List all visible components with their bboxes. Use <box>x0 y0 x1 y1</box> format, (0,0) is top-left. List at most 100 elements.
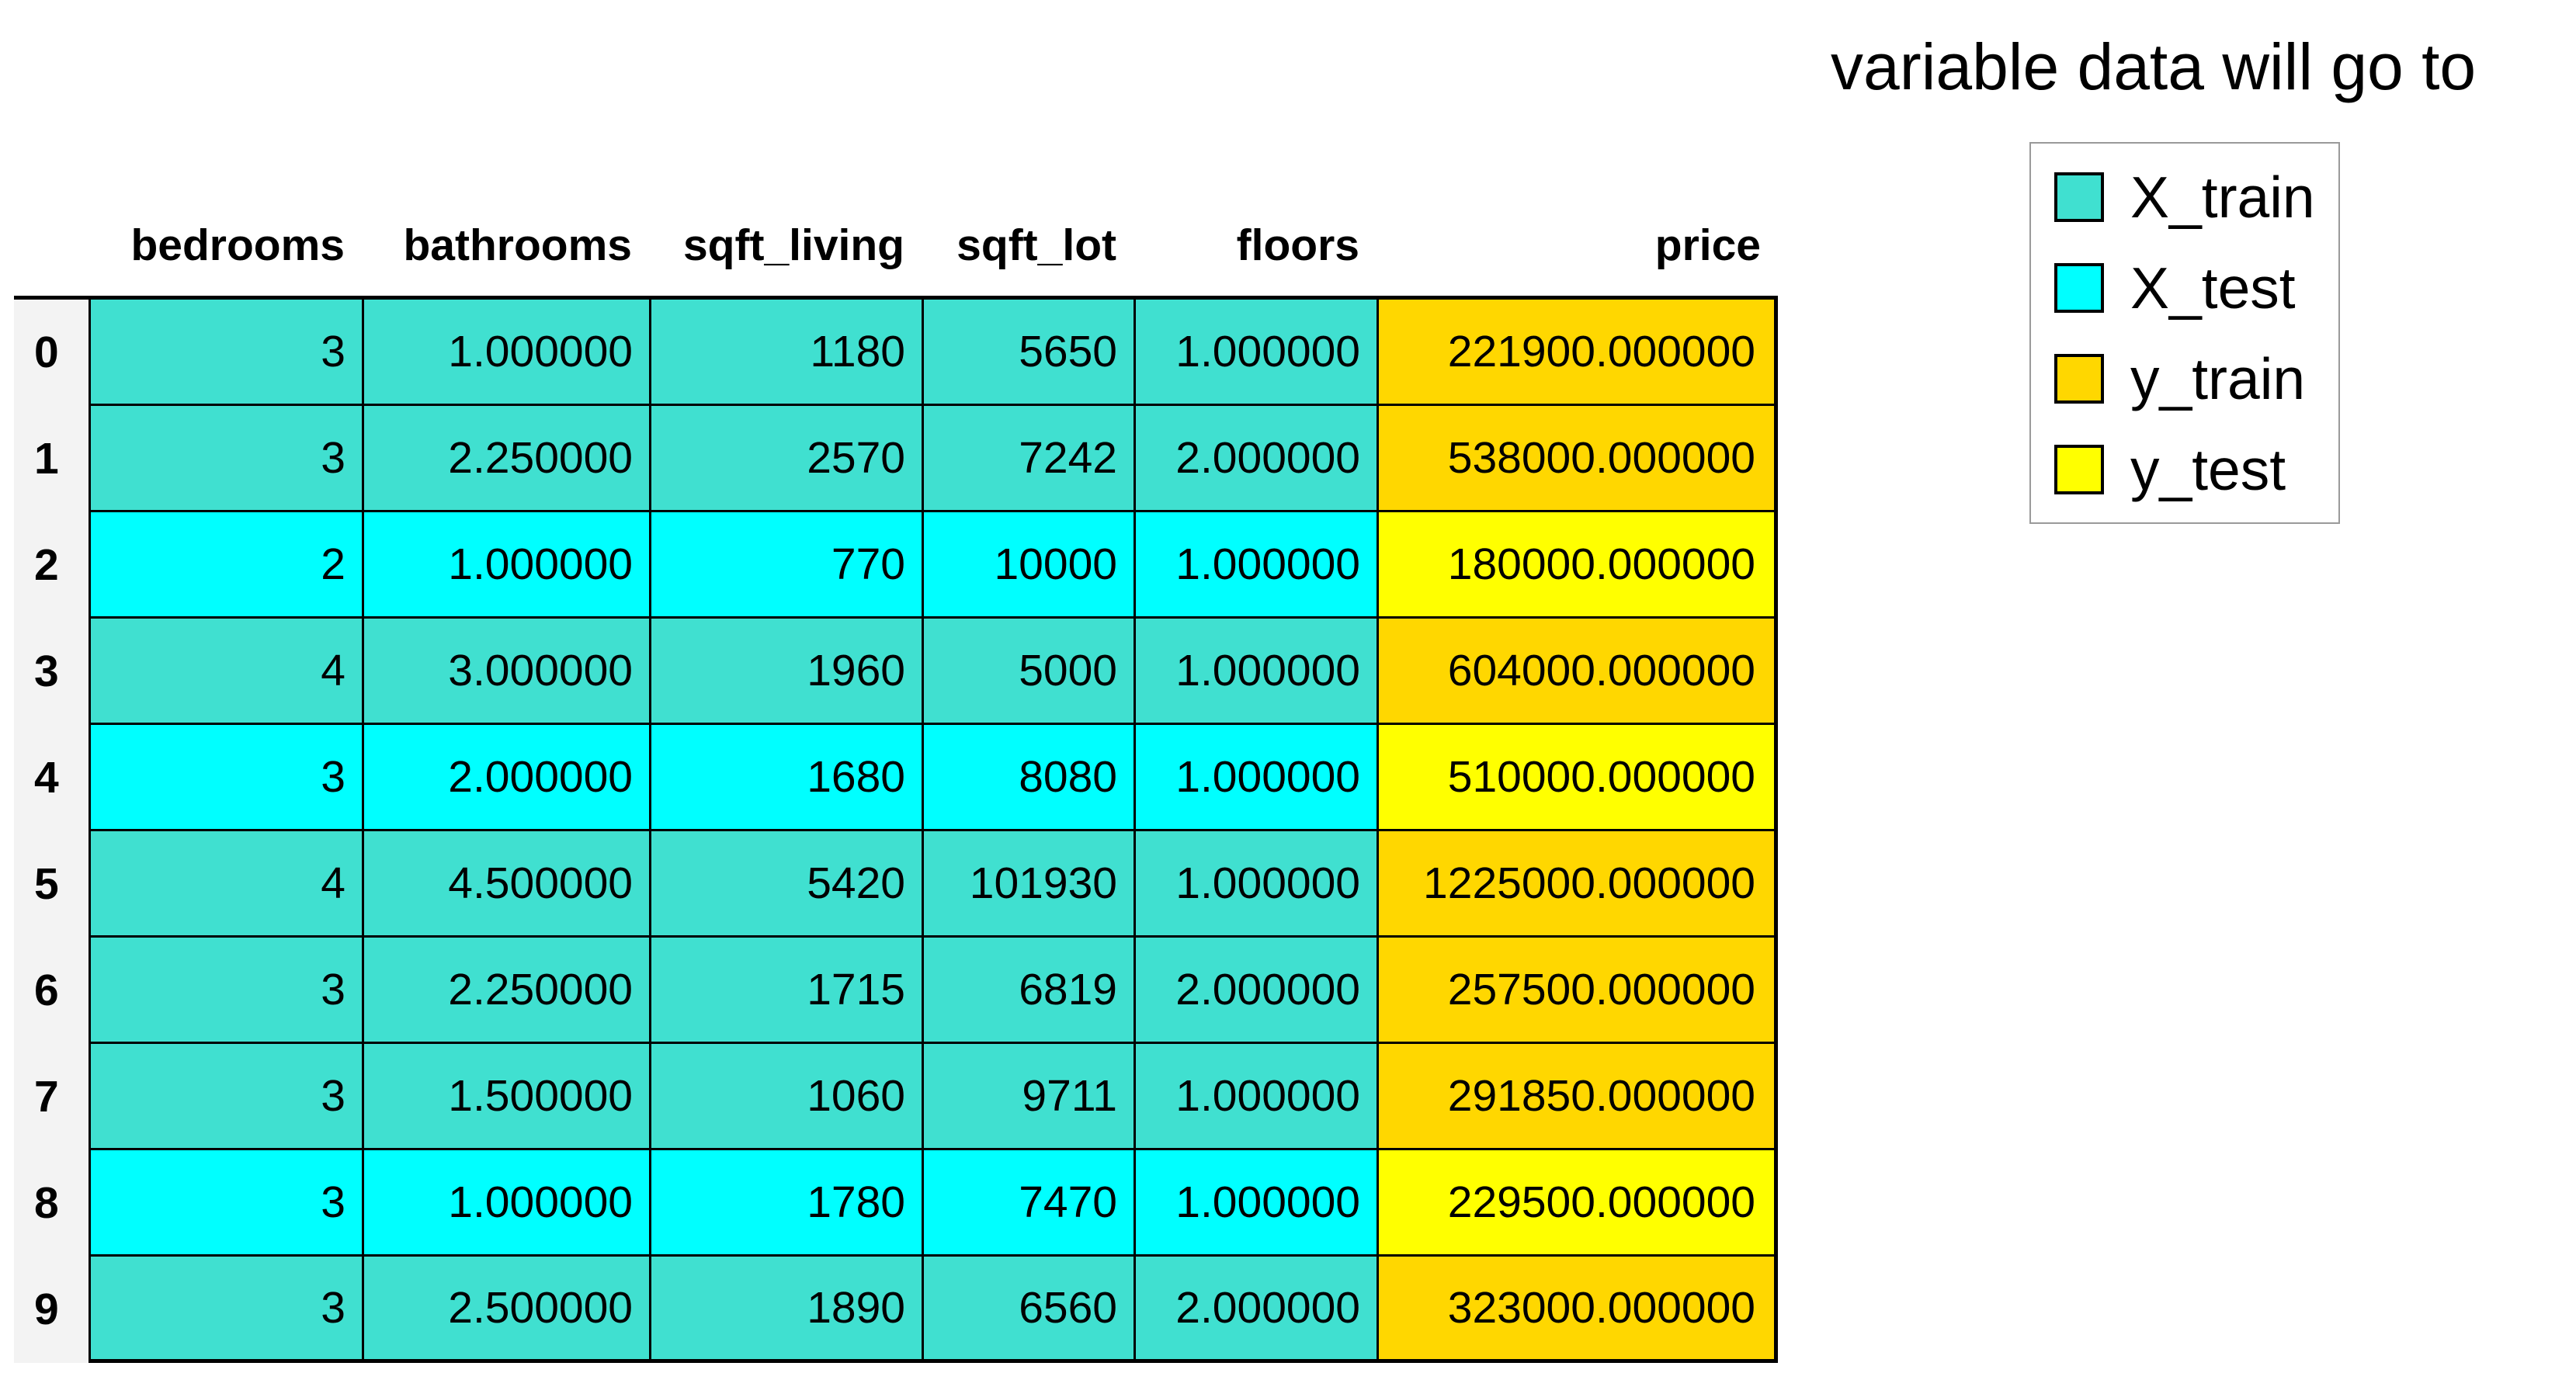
cell-value: 2.250000 <box>448 965 633 1014</box>
column-header-sqft-lot: sqft_lot <box>922 198 1134 297</box>
cell-value: 1.000000 <box>1175 1071 1360 1121</box>
cell-sqft-living: 1960 <box>649 619 924 725</box>
cell-floors: 1.000000 <box>1134 831 1379 938</box>
cell-value: 1.000000 <box>1175 327 1360 376</box>
cell-value: 1680 <box>807 752 905 802</box>
column-header-label: floors <box>1236 220 1359 270</box>
cell-value: 1.000000 <box>1175 1177 1360 1227</box>
cell-sqft-living: 1780 <box>649 1150 924 1257</box>
legend-label: y_test <box>2130 437 2286 502</box>
row-index: 9 <box>14 1257 89 1363</box>
row-index: 4 <box>14 725 89 831</box>
cell-price: 221900.000000 <box>1377 300 1778 406</box>
cell-value: 538000.000000 <box>1447 433 1755 483</box>
cell-value: 4 <box>321 646 345 695</box>
row-index-label: 4 <box>34 753 59 803</box>
cell-value: 1.000000 <box>1175 858 1360 908</box>
column-header-bedrooms: bedrooms <box>89 198 362 297</box>
cell-price: 323000.000000 <box>1377 1257 1778 1363</box>
cell-value: 3 <box>321 965 345 1014</box>
cell-sqft-living: 1060 <box>649 1044 924 1150</box>
cell-floors: 2.000000 <box>1134 406 1379 512</box>
cell-bathrooms: 2.000000 <box>362 725 651 831</box>
cell-sqft-living: 1715 <box>649 938 924 1044</box>
cell-value: 2.000000 <box>448 752 633 802</box>
row-index-label: 2 <box>34 540 59 590</box>
cell-value: 2.000000 <box>1175 965 1360 1014</box>
cell-value: 229500.000000 <box>1447 1177 1755 1227</box>
cell-value: 257500.000000 <box>1447 965 1755 1014</box>
cell-sqft-lot: 7470 <box>922 1150 1136 1257</box>
row-index: 6 <box>14 938 89 1044</box>
legend-swatch <box>2054 445 2104 494</box>
cell-bathrooms: 2.250000 <box>362 938 651 1044</box>
cell-bathrooms: 1.500000 <box>362 1044 651 1150</box>
cell-value: 604000.000000 <box>1447 646 1755 695</box>
cell-bathrooms: 1.000000 <box>362 1150 651 1257</box>
cell-value: 1.000000 <box>448 327 633 376</box>
cell-bedrooms: 3 <box>89 1150 364 1257</box>
cell-sqft-living: 1680 <box>649 725 924 831</box>
cell-sqft-living: 1180 <box>649 300 924 406</box>
table-row: 9 3 2.500000 1890 6560 2.000000 323000.000000 <box>14 1257 1778 1363</box>
cell-sqft-lot: 9711 <box>922 1044 1136 1150</box>
cell-bedrooms: 3 <box>89 938 364 1044</box>
table-row: 1 3 2.250000 2570 7242 2.000000 538000.000000 <box>14 406 1778 512</box>
cell-sqft-lot: 6819 <box>922 938 1136 1044</box>
cell-floors: 2.000000 <box>1134 938 1379 1044</box>
column-header-floors: floors <box>1134 198 1377 297</box>
cell-floors: 1.000000 <box>1134 1150 1379 1257</box>
cell-value: 3 <box>321 752 345 802</box>
cell-price: 180000.000000 <box>1377 512 1778 619</box>
cell-value: 2 <box>321 539 345 589</box>
cell-value: 2570 <box>807 433 905 483</box>
table-row: 3 4 3.000000 1960 5000 1.000000 604000.000000 <box>14 619 1778 725</box>
row-index: 3 <box>14 619 89 725</box>
table-row: 5 4 4.500000 5420 101930 1.000000 1225000.0000… <box>14 831 1778 938</box>
cell-sqft-lot: 5650 <box>922 300 1136 406</box>
row-index-label: 3 <box>34 647 59 696</box>
cell-value: 1060 <box>807 1071 905 1121</box>
cell-bathrooms: 2.500000 <box>362 1257 651 1363</box>
row-index-label: 6 <box>34 966 59 1015</box>
column-header-label: bathrooms <box>403 220 632 270</box>
cell-value: 1.500000 <box>448 1071 633 1121</box>
cell-floors: 1.000000 <box>1134 725 1379 831</box>
legend-item-y-train: y_train <box>2054 333 2334 418</box>
legend-box: X_train X_test y_train y_test <box>2029 142 2340 524</box>
cell-bedrooms: 3 <box>89 1044 364 1150</box>
row-index-label: 7 <box>34 1072 59 1122</box>
table-row: 8 3 1.000000 1780 7470 1.000000 229500.000000 <box>14 1150 1778 1257</box>
cell-value: 323000.000000 <box>1447 1283 1755 1333</box>
cell-value: 4 <box>321 858 345 908</box>
cell-sqft-living: 2570 <box>649 406 924 512</box>
cell-sqft-lot: 7242 <box>922 406 1136 512</box>
row-index-label: 0 <box>34 328 59 377</box>
cell-price: 510000.000000 <box>1377 725 1778 831</box>
cell-value: 1.000000 <box>1175 646 1360 695</box>
legend-item-x-train: X_train <box>2054 151 2334 237</box>
legend-swatch <box>2054 263 2104 313</box>
cell-value: 5420 <box>807 858 905 908</box>
cell-value: 180000.000000 <box>1447 539 1755 589</box>
cell-value: 3 <box>321 433 345 483</box>
table-row: 6 3 2.250000 1715 6819 2.000000 257500.000000 <box>14 938 1778 1044</box>
cell-value: 1.000000 <box>1175 539 1360 589</box>
cell-sqft-lot: 5000 <box>922 619 1136 725</box>
table-row: 0 3 1.000000 1180 5650 1.000000 221900.000000 <box>14 300 1778 406</box>
cell-value: 1.000000 <box>448 1177 633 1227</box>
cell-price: 1225000.000000 <box>1377 831 1778 938</box>
cell-bedrooms: 2 <box>89 512 364 619</box>
cell-bedrooms: 4 <box>89 831 364 938</box>
cell-price: 257500.000000 <box>1377 938 1778 1044</box>
cell-value: 2.000000 <box>1175 433 1360 483</box>
cell-bathrooms: 2.250000 <box>362 406 651 512</box>
column-header-price: price <box>1377 198 1778 297</box>
cell-price: 291850.000000 <box>1377 1044 1778 1150</box>
cell-price: 229500.000000 <box>1377 1150 1778 1257</box>
cell-value: 2.500000 <box>448 1283 633 1333</box>
cell-value: 291850.000000 <box>1447 1071 1755 1121</box>
table-row: 2 2 1.000000 770 10000 1.000000 180000.000000 <box>14 512 1778 619</box>
row-index: 5 <box>14 831 89 938</box>
cell-sqft-lot: 8080 <box>922 725 1136 831</box>
